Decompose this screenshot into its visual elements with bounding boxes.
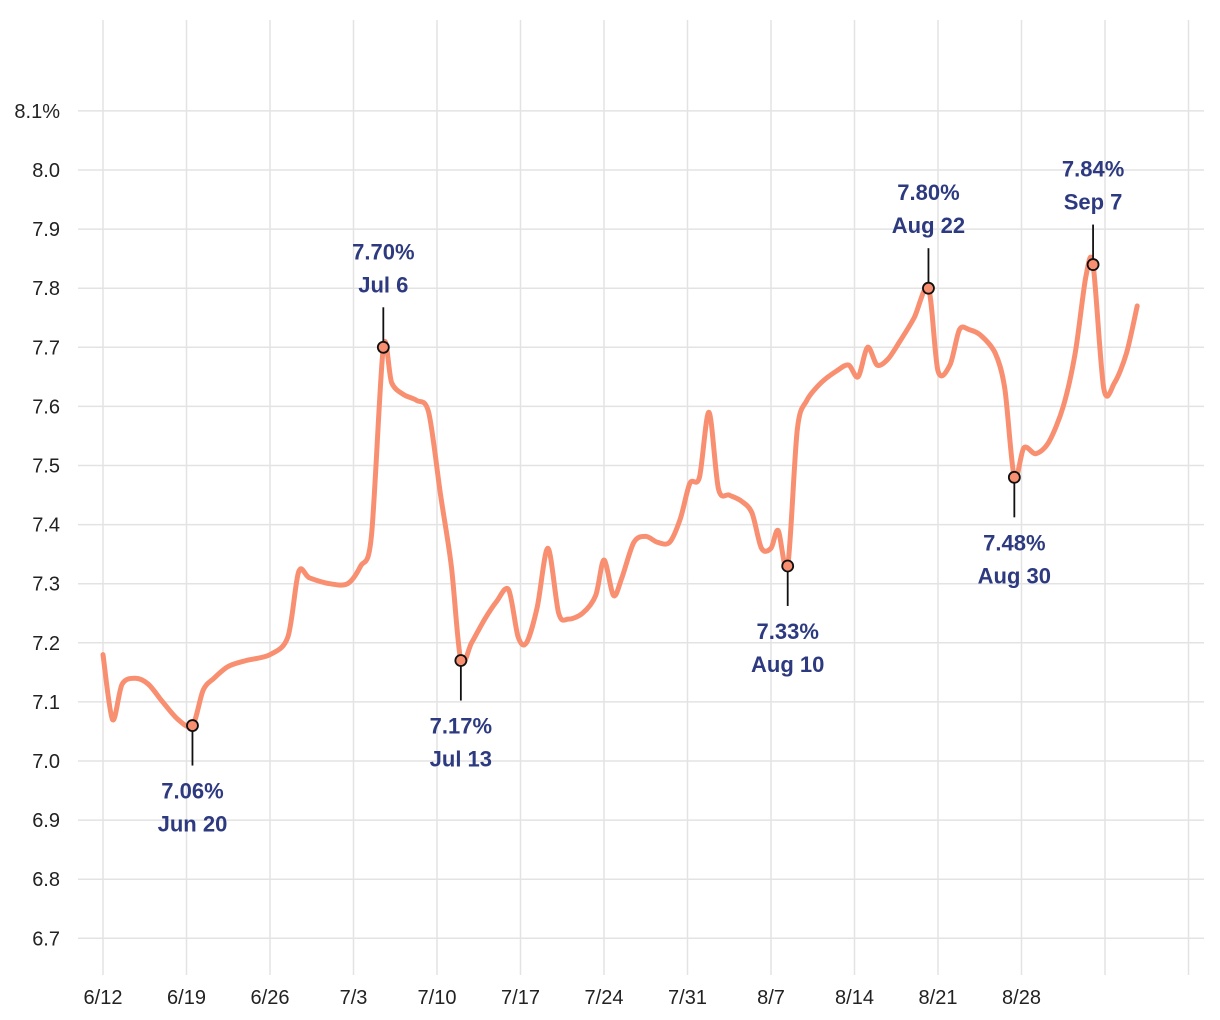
x-tick-label: 8/21	[919, 987, 958, 1009]
annotation-value-label: 7.33%	[757, 619, 819, 644]
x-tick-label: 8/28	[1002, 987, 1041, 1009]
x-tick-label: 7/24	[585, 987, 624, 1009]
annotation-value-label: 7.80%	[897, 180, 959, 205]
y-tick-label: 6.8	[32, 869, 60, 891]
annotation-value-label: 7.17%	[430, 714, 492, 739]
annotation-value-label: 7.06%	[161, 779, 223, 804]
y-tick-label: 7.9	[32, 219, 60, 241]
x-tick-label: 6/12	[84, 987, 123, 1009]
y-tick-label: 7.7	[32, 337, 60, 359]
y-tick-label: 8.0	[32, 160, 60, 182]
series-lines	[100, 254, 1140, 730]
y-tick-label: 6.7	[32, 928, 60, 950]
annotation-date-label: Aug 22	[892, 213, 965, 238]
annotation-date-label: Jul 13	[430, 747, 492, 772]
y-tick-label: 6.9	[32, 810, 60, 832]
y-tick-label: 7.2	[32, 633, 60, 655]
x-axis-tick-labels: 6/12 6/19 6/26 7/3 7/10 7/17 7/24 7/31 8/7 8/14 8/…	[84, 987, 1041, 1009]
annotation-value-label: 7.48%	[983, 530, 1045, 555]
x-tick-label: 7/31	[668, 987, 707, 1009]
annotation-marker	[781, 559, 795, 573]
y-tick-label: 7.3	[32, 574, 60, 596]
annotation-marker	[186, 719, 199, 732]
x-tick-label: 8/14	[835, 987, 874, 1009]
annotation-date-label: Aug 30	[978, 563, 1051, 588]
annotation-value-label: 7.84%	[1062, 157, 1124, 182]
annotation-date-label: Aug 10	[751, 652, 824, 677]
y-tick-label: 7.5	[32, 456, 60, 478]
x-tick-label: 7/17	[501, 987, 540, 1009]
annotation-date-label: Jun 20	[158, 812, 228, 837]
series-line	[100, 254, 1140, 730]
x-tick-label: 6/19	[167, 987, 206, 1009]
annotation-marker	[376, 340, 390, 354]
annotation-date-label: Sep 7	[1064, 190, 1123, 215]
annotation-marker	[1007, 470, 1021, 484]
x-tick-label: 8/7	[757, 987, 785, 1009]
x-tick-label: 7/3	[340, 987, 368, 1009]
annotation-marker	[454, 654, 468, 667]
y-tick-label: 7.6	[32, 396, 60, 418]
y-tick-label: 7.4	[32, 515, 60, 537]
annotation-marker	[1086, 258, 1100, 271]
x-tick-label: 6/26	[251, 987, 290, 1009]
y-tick-label: 7.1	[32, 692, 60, 714]
y-tick-label: 8.1%	[14, 101, 60, 123]
y-tick-label: 7.8	[32, 278, 60, 300]
y-axis-tick-labels: 6.7 6.8 6.9 7.0 7.1 7.2 7.3 7.4 7.5 7.6 7.7 7.8 7.9 8…	[14, 101, 60, 950]
annotation-value-label: 7.70%	[352, 239, 414, 264]
annotations: 7.06% Jun 20 7.70% Jul 6 7.17% Jul 13 7.33% Aug…	[158, 157, 1125, 837]
x-tick-label: 7/10	[418, 987, 457, 1009]
y-tick-label: 7.0	[32, 751, 60, 773]
grid-lines	[78, 20, 1204, 975]
annotation-marker	[922, 281, 935, 295]
annotation-date-label: Jul 6	[358, 272, 408, 297]
